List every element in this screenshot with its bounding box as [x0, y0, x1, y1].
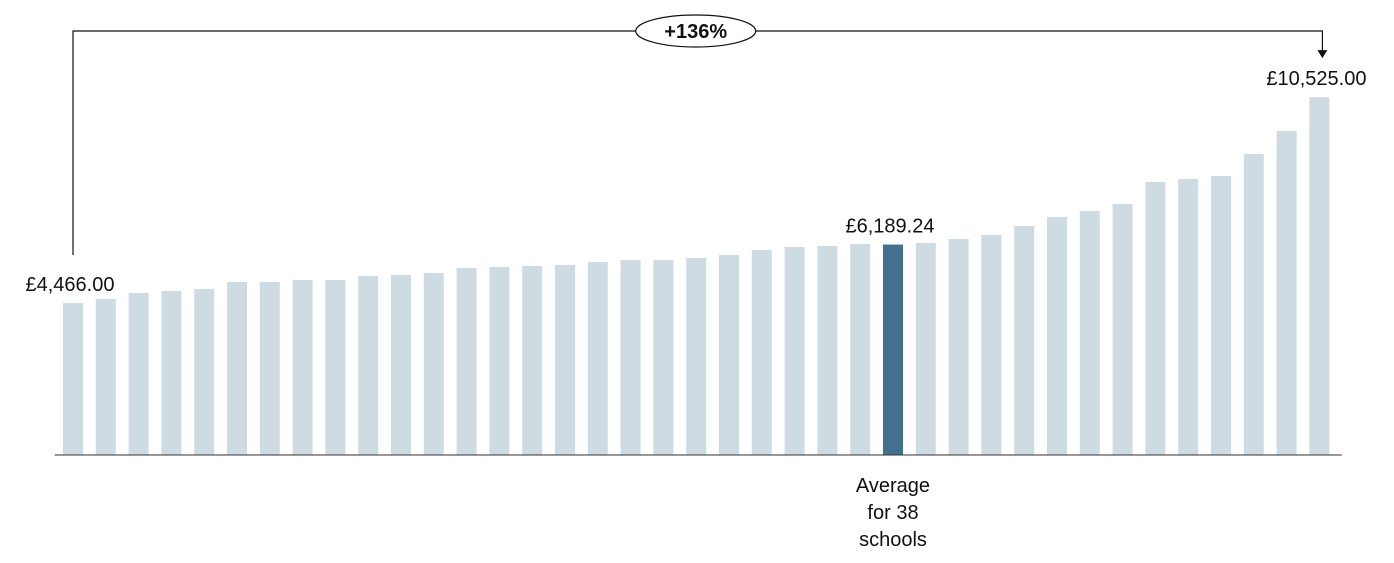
- bar: [948, 238, 969, 455]
- bar: [1047, 217, 1067, 455]
- bar: [456, 268, 477, 455]
- bar: [981, 234, 1002, 455]
- bar: [686, 258, 707, 455]
- bar: [292, 280, 313, 455]
- bar: [423, 272, 444, 455]
- bar: [784, 246, 805, 455]
- bar: [325, 280, 346, 455]
- value-label: £10,525.00: [1266, 68, 1366, 90]
- bar: [1243, 153, 1264, 456]
- annotation-ellipse: [635, 14, 757, 48]
- bar: [522, 265, 543, 455]
- bar: [555, 265, 575, 455]
- bar: [1309, 97, 1330, 456]
- bracket: [72, 30, 1323, 256]
- bar: [391, 275, 411, 455]
- bar: [1178, 178, 1199, 455]
- bar: [1079, 211, 1100, 455]
- bar: [259, 282, 280, 455]
- bar: [227, 282, 247, 455]
- bar: [1211, 175, 1231, 455]
- bar: [719, 255, 739, 455]
- bar: [489, 267, 510, 455]
- bar: [161, 290, 182, 455]
- arrow-head: [1317, 50, 1328, 59]
- bar: [128, 292, 149, 455]
- bar: [653, 260, 674, 455]
- bar: [1112, 204, 1133, 455]
- bar: [751, 250, 772, 455]
- bar: [587, 262, 608, 455]
- bar: [850, 243, 871, 455]
- value-label: £6,189.24: [846, 216, 935, 238]
- bar: [883, 244, 903, 455]
- value-label: £4,466.00: [26, 274, 115, 296]
- x-category-label: Average for 38 schools: [855, 475, 931, 551]
- bar: [1276, 131, 1297, 455]
- bar: [95, 299, 116, 455]
- bar: [620, 260, 641, 455]
- bar: [1145, 182, 1166, 455]
- bar: [358, 275, 379, 455]
- bar: [817, 246, 838, 455]
- bar: [1014, 226, 1035, 455]
- bar: [194, 289, 215, 455]
- bar: [63, 303, 83, 455]
- bar: [915, 243, 936, 455]
- annotation: +136%: [664, 21, 727, 43]
